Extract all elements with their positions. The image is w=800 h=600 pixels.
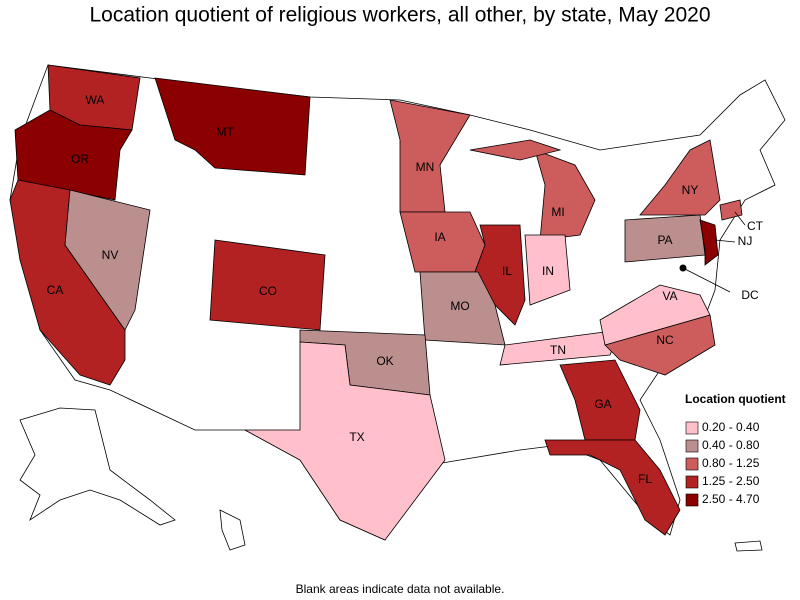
state-label: NC <box>656 333 674 347</box>
state-fl <box>544 439 681 536</box>
state-label: DC <box>741 288 759 302</box>
legend-swatch <box>685 457 699 471</box>
legend-title: Location quotient <box>685 392 786 406</box>
footnote: Blank areas indicate data not available. <box>296 582 505 596</box>
state-mt <box>154 77 311 176</box>
state-il <box>474 224 526 326</box>
state-label: PA <box>657 233 672 247</box>
state-label: IA <box>434 230 445 244</box>
legend-swatch <box>685 493 699 507</box>
state-label: FL <box>638 472 652 486</box>
state-label: WA <box>86 93 105 107</box>
state-tx <box>244 341 446 541</box>
state-label: TN <box>550 343 566 357</box>
state-in <box>524 234 571 306</box>
state-label: GA <box>594 397 611 411</box>
alaska-outline <box>19 407 176 526</box>
state-nj <box>699 219 719 266</box>
state-tn <box>499 329 621 366</box>
state-label: NJ <box>738 234 753 248</box>
legend-label: 0.80 - 1.25 <box>702 456 760 470</box>
state-mo <box>419 271 506 346</box>
state-label: NV <box>102 248 119 262</box>
state-nv <box>64 189 151 331</box>
map-title: Location quotient of religious workers, … <box>89 4 710 27</box>
leader-lines <box>682 211 746 293</box>
state-label: IN <box>542 264 554 278</box>
legend-label: 1.25 - 2.50 <box>702 474 760 488</box>
state-mi <box>534 149 596 241</box>
state-label: TX <box>349 430 364 444</box>
legend: Location quotient 0.20 - 0.40 0.40 - 0.80… <box>685 392 786 507</box>
state-co <box>209 239 326 331</box>
hawaii-outline <box>219 509 246 551</box>
state-label: OR <box>71 152 89 166</box>
state-label: NY <box>682 183 699 197</box>
state-mi-upper <box>469 139 562 161</box>
state-label: MT <box>216 125 234 139</box>
state-label: OK <box>376 354 393 368</box>
state-ct <box>719 199 743 221</box>
state-label: MN <box>416 160 435 174</box>
legend-label: 0.40 - 0.80 <box>702 438 760 452</box>
puerto-rico-outline <box>734 540 763 552</box>
legend-swatch <box>685 439 699 453</box>
state-label: CT <box>747 219 764 233</box>
state-label: CO <box>259 284 277 298</box>
legend-label: 2.50 - 4.70 <box>702 492 760 506</box>
state-label: MO <box>450 299 469 313</box>
legend-swatch <box>685 475 699 489</box>
state-va <box>599 284 711 346</box>
state-label: VA <box>662 289 677 303</box>
state-label: MI <box>551 205 564 219</box>
legend-label: 0.20 - 0.40 <box>702 420 760 434</box>
state-ny <box>639 139 721 216</box>
state-label: CA <box>47 283 64 297</box>
state-label: IL <box>502 264 512 278</box>
legend-swatch <box>685 421 699 435</box>
